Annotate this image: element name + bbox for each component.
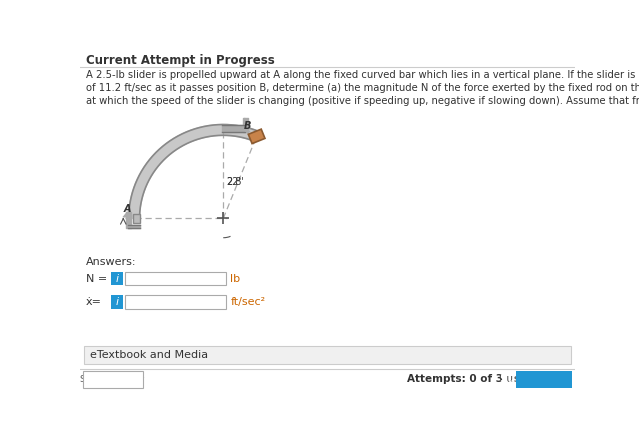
Text: N =: N = bbox=[86, 274, 107, 284]
FancyBboxPatch shape bbox=[249, 129, 265, 144]
FancyBboxPatch shape bbox=[125, 273, 226, 285]
Text: lb: lb bbox=[230, 274, 240, 284]
FancyBboxPatch shape bbox=[111, 273, 123, 285]
Polygon shape bbox=[128, 124, 259, 218]
Text: Attempts: 0 of 3 used: Attempts: 0 of 3 used bbox=[408, 374, 535, 385]
FancyBboxPatch shape bbox=[84, 345, 571, 364]
FancyBboxPatch shape bbox=[132, 214, 141, 223]
FancyBboxPatch shape bbox=[516, 371, 572, 388]
Text: A 2.5-lb slider is propelled upward at A along the fixed curved bar which lies i: A 2.5-lb slider is propelled upward at A… bbox=[86, 70, 639, 106]
FancyBboxPatch shape bbox=[111, 295, 123, 309]
Text: i: i bbox=[116, 274, 119, 284]
Text: ẋ=: ẋ= bbox=[86, 297, 102, 307]
Text: Answers:: Answers: bbox=[86, 257, 137, 267]
Text: Current Attempt in Progress: Current Attempt in Progress bbox=[86, 54, 275, 67]
Text: Save for Later: Save for Later bbox=[81, 375, 144, 384]
Text: ft/sec²: ft/sec² bbox=[230, 297, 265, 307]
Text: B: B bbox=[244, 121, 252, 131]
Text: A: A bbox=[123, 204, 131, 214]
FancyBboxPatch shape bbox=[83, 371, 142, 388]
Text: eTextbook and Media: eTextbook and Media bbox=[90, 350, 208, 360]
Text: Submit Answer: Submit Answer bbox=[500, 374, 589, 385]
Text: 22': 22' bbox=[226, 177, 242, 187]
Text: i: i bbox=[116, 297, 119, 307]
FancyBboxPatch shape bbox=[125, 295, 226, 309]
Text: 2.8': 2.8' bbox=[226, 177, 244, 187]
